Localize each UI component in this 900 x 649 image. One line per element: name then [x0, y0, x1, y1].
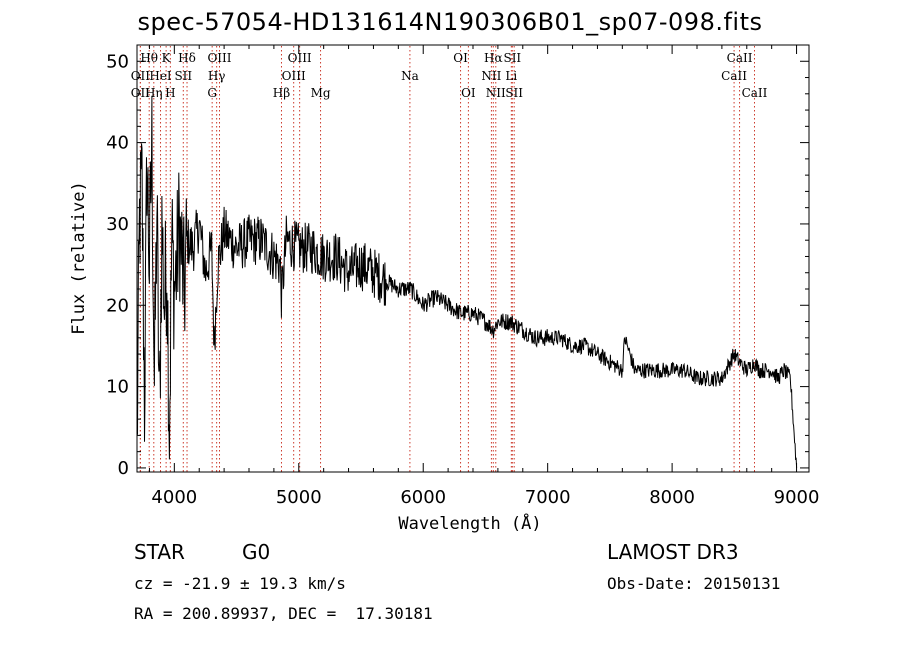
line-label-21: NII [486, 86, 506, 100]
line-label-24: SII [505, 86, 523, 100]
line-label-0: OII [131, 69, 151, 83]
x-tick-label-5: 9000 [774, 487, 820, 508]
line-label-2: Hθ [140, 51, 158, 65]
redshift-readout: cz = -21.9 ± 19.3 km/s [134, 574, 346, 593]
y-tick-label-1: 10 [106, 377, 129, 398]
x-tick-label-2: 6000 [400, 487, 446, 508]
line-label-8: Hδ [178, 51, 196, 65]
x-tick-label-0: 4000 [151, 487, 197, 508]
spectrum-series [136, 95, 798, 468]
line-label-9: G [207, 86, 217, 100]
survey-name: LAMOST DR3 [607, 540, 739, 564]
line-label-3: Hη [145, 86, 163, 100]
object-subclass: G0 [242, 540, 271, 564]
line-label-16: Na [401, 69, 419, 83]
spectrum-line [136, 95, 798, 468]
line-label-4: HeI [149, 69, 172, 83]
line-label-11: OIII [207, 51, 231, 65]
line-label-18: OI [461, 86, 476, 100]
line-label-15: Mg [311, 86, 331, 100]
line-label-1: OII [131, 86, 151, 100]
line-label-14: OIII [288, 51, 312, 65]
line-label-13: OIII [282, 69, 306, 83]
object-class: STAR [134, 540, 185, 564]
y-tick-label-0: 0 [118, 458, 129, 479]
line-label-26: CaII [727, 51, 753, 65]
line-label-27: CaII [742, 86, 768, 100]
coordinates: RA = 200.89937, DEC = 17.30181 [134, 604, 433, 623]
y-tick-label-3: 30 [106, 214, 129, 235]
line-label-5: K [162, 51, 172, 65]
line-label-20: Hα [484, 51, 503, 65]
line-labels: OII OII Hθ Hη HeI K H SII Hδ G Hγ OIII Hβ OIII OIII Mg N… [131, 51, 768, 100]
line-label-12: Hβ [273, 86, 290, 100]
x-tick-label-1: 5000 [276, 487, 322, 508]
y-tick-label-2: 20 [106, 295, 129, 316]
line-label-17: OI [453, 51, 468, 65]
line-label-7: SII [174, 69, 192, 83]
y-axis-label: Flux (relative) [69, 181, 89, 335]
chart-title: spec-57054-HD131614N190306B01_sp07-098.f… [137, 8, 763, 36]
line-label-19: NII [481, 69, 501, 83]
x-tick-label-4: 8000 [649, 487, 695, 508]
y-tick-label-4: 40 [106, 133, 129, 154]
line-label-22: SII [503, 51, 521, 65]
obs-date: Obs-Date: 20150131 [607, 574, 781, 593]
axis-ticks: 4000 5000 6000 7000 8000 9000 0 10 20 30 40 50 [106, 45, 819, 508]
x-tick-label-3: 7000 [525, 487, 571, 508]
plot-frame [136, 44, 810, 473]
line-label-23: Li [505, 69, 517, 83]
line-label-10: Hγ [208, 69, 226, 83]
x-axis-label: Wavelength (Å) [398, 512, 541, 534]
line-label-6: H [165, 86, 175, 100]
y-tick-label-5: 50 [106, 51, 129, 72]
line-label-25: CaII [721, 69, 747, 83]
